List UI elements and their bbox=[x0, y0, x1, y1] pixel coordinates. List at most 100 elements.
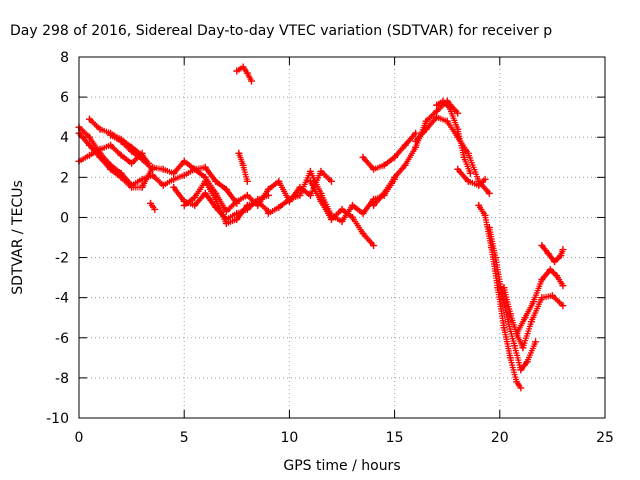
y-tick-label: 2 bbox=[60, 170, 69, 186]
data-point bbox=[370, 165, 378, 173]
data-point bbox=[86, 133, 94, 141]
data-point bbox=[481, 211, 489, 219]
data-point bbox=[412, 137, 420, 145]
data-point bbox=[412, 143, 420, 151]
data-point bbox=[254, 197, 262, 205]
data-point bbox=[517, 384, 525, 392]
x-tick-labels: 0 5 10 15 20 25 bbox=[75, 430, 614, 446]
x-axis-title: GPS time / hours bbox=[283, 458, 400, 474]
data-point bbox=[506, 310, 514, 318]
data-point bbox=[380, 161, 388, 169]
data-point bbox=[370, 195, 378, 203]
data-point bbox=[96, 153, 104, 161]
y-tick-label: 8 bbox=[60, 50, 69, 66]
data-point bbox=[212, 177, 220, 185]
data-point bbox=[538, 276, 546, 284]
data-point bbox=[96, 125, 104, 133]
data-point bbox=[548, 292, 556, 300]
data-point bbox=[243, 191, 251, 199]
data-series bbox=[306, 177, 378, 250]
data-point bbox=[359, 153, 367, 161]
data-point-markers bbox=[486, 224, 499, 259]
data-point bbox=[466, 169, 474, 177]
data-point bbox=[445, 103, 453, 111]
data-point bbox=[359, 229, 367, 237]
data-point bbox=[454, 109, 462, 117]
data-series-layer bbox=[75, 63, 567, 392]
data-point bbox=[529, 298, 537, 306]
y-tick-label: -8 bbox=[55, 371, 69, 387]
data-point bbox=[107, 131, 115, 139]
data-point bbox=[317, 167, 325, 175]
y-tick-label: 4 bbox=[60, 130, 69, 146]
data-point bbox=[422, 125, 430, 133]
data-point bbox=[191, 165, 199, 173]
data-point bbox=[511, 342, 519, 350]
data-point bbox=[107, 165, 115, 173]
data-point bbox=[306, 191, 314, 199]
data-point bbox=[527, 318, 535, 326]
data-point bbox=[544, 250, 552, 258]
x-tick-label: 15 bbox=[386, 430, 404, 446]
data-point bbox=[460, 153, 468, 161]
data-point bbox=[338, 217, 346, 225]
data-point bbox=[107, 141, 115, 149]
data-point bbox=[275, 177, 283, 185]
data-point bbox=[500, 324, 508, 332]
data-point bbox=[222, 219, 230, 227]
data-point bbox=[285, 195, 293, 203]
data-series bbox=[370, 97, 462, 209]
data-point bbox=[151, 205, 159, 213]
data-point bbox=[553, 272, 561, 280]
data-point bbox=[128, 147, 136, 155]
data-point bbox=[170, 175, 178, 183]
data-point bbox=[128, 183, 136, 191]
data-point bbox=[546, 266, 554, 274]
data-point bbox=[464, 177, 472, 185]
data-point bbox=[86, 141, 94, 149]
data-point bbox=[201, 189, 209, 197]
data-point bbox=[380, 189, 388, 197]
x-tick-label: 10 bbox=[280, 430, 298, 446]
data-point bbox=[96, 145, 104, 153]
data-point bbox=[306, 177, 314, 185]
data-point bbox=[475, 201, 483, 209]
data-series bbox=[233, 63, 256, 85]
data-point bbox=[481, 175, 489, 183]
data-point bbox=[327, 215, 335, 223]
data-point bbox=[264, 209, 272, 217]
data-point bbox=[485, 223, 493, 231]
x-tick-label: 20 bbox=[491, 430, 509, 446]
data-series bbox=[454, 165, 489, 189]
data-point bbox=[498, 290, 506, 298]
data-point bbox=[519, 344, 527, 352]
data-series bbox=[485, 223, 540, 374]
data-point bbox=[523, 358, 531, 366]
plot-frame bbox=[78, 56, 606, 419]
data-point bbox=[517, 366, 525, 374]
data-point bbox=[170, 169, 178, 177]
data-point bbox=[443, 117, 451, 125]
data-point bbox=[212, 195, 220, 203]
data-point bbox=[239, 63, 247, 71]
data-point bbox=[233, 67, 241, 75]
data-point bbox=[391, 153, 399, 161]
data-point bbox=[559, 302, 567, 310]
data-point bbox=[264, 191, 272, 199]
data-point bbox=[159, 165, 167, 173]
data-series bbox=[475, 201, 525, 392]
data-series bbox=[433, 97, 474, 177]
y-tick-label: 0 bbox=[60, 210, 69, 226]
data-series bbox=[147, 199, 159, 213]
data-point bbox=[243, 201, 251, 209]
data-point bbox=[191, 201, 199, 209]
data-point bbox=[433, 101, 441, 109]
data-point bbox=[557, 252, 565, 260]
data-point bbox=[275, 203, 283, 211]
data-point bbox=[243, 69, 251, 77]
data-point bbox=[239, 161, 247, 169]
data-point bbox=[128, 159, 136, 167]
data-point bbox=[532, 338, 540, 346]
data-point bbox=[401, 141, 409, 149]
y-tick-label: -6 bbox=[55, 331, 69, 347]
